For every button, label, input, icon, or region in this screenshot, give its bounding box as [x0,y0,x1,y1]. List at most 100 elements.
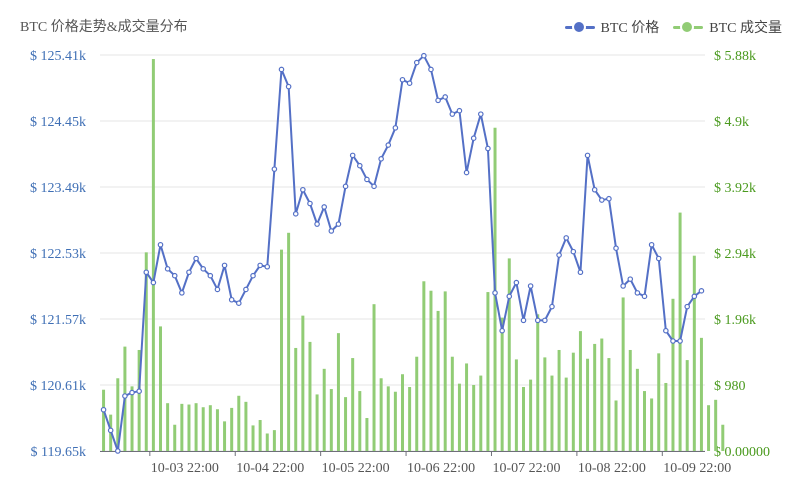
price-point [677,338,683,344]
volume-bar [472,385,476,451]
price-point [406,80,413,86]
price-point [107,427,114,434]
volume-bar [272,430,276,451]
volume-bar [635,368,639,451]
volume-bar [208,405,212,451]
price-point [364,176,370,183]
volume-bar [344,397,348,451]
volume-bar [721,424,725,451]
volume-bar [593,343,597,451]
volume-bar [159,326,162,451]
price-point [335,221,342,227]
price-point [114,448,121,454]
x-tick-label: 10-08 22:00 [578,461,646,476]
price-point [620,283,626,289]
volume-bar [557,349,561,451]
legend-item-volume[interactable]: BTC 成交量 [673,17,782,37]
price-point [627,276,634,282]
price-point [250,272,256,279]
price-point [243,286,249,293]
volume-bar [336,333,340,451]
price-point [228,296,235,303]
price-point [456,107,463,114]
price-point [349,152,356,159]
price-point [527,283,534,289]
volume-bar [372,304,376,451]
price-point [542,317,548,324]
volume-bar [685,360,689,451]
volume-bar [550,375,554,451]
chart-title: BTC 价格走势&成交量分布 [20,20,188,35]
volume-bar [137,349,141,451]
price-point [271,166,278,172]
volume-bar [657,353,661,451]
price-point [485,145,491,152]
price-point [385,142,392,148]
volume-bar [244,401,248,451]
volume-bar [678,212,682,451]
price-point [570,248,577,255]
volume-bar [194,403,198,451]
volume-bar [287,232,291,451]
volume-bar [415,356,419,451]
volume-bar [614,400,618,451]
legend-volume-marker [673,20,704,34]
price-point [655,255,662,262]
volume-bar [564,377,568,451]
price-point [300,186,306,193]
price-point [684,303,691,310]
price-point [285,83,292,90]
volume-bar [379,378,383,451]
price-point [613,245,619,251]
price-point [307,200,313,207]
volume-bar [223,421,227,451]
price-point [606,195,612,202]
y-left-tick-label: $ 121.57k [30,313,86,328]
price-point [193,255,199,262]
price-point [556,252,562,258]
legend-item-price[interactable]: BTC 价格 [564,17,659,37]
volume-bar [116,378,120,451]
volume-bar [664,382,668,451]
volume-bar [692,255,696,451]
volume-bar [258,420,262,451]
y-right-tick-label: $ 1.96k [714,313,756,328]
volume-bar [536,314,540,451]
price-point [413,59,420,66]
volume-bar [230,407,234,451]
price-point [577,269,584,276]
price-point [470,135,477,141]
volume-bar [322,368,326,451]
price-point [179,290,185,296]
price-point [549,303,555,310]
price-point [207,272,214,279]
y-left-tick-label: $ 119.65k [31,445,86,460]
volume-bar [215,409,219,451]
volume-bar [401,374,404,451]
y-left-tick-label: $ 122.53k [30,247,86,262]
price-point [186,269,192,276]
volume-bar [529,379,533,451]
price-point [171,272,178,279]
volume-bar [166,403,170,451]
volume-bar [699,337,703,451]
price-point [257,262,263,269]
volume-bar [586,358,590,451]
price-point [292,211,299,217]
volume-bar [422,281,426,451]
price-point [356,162,363,169]
volume-bar [265,433,269,451]
x-tick-label: 10-06 22:00 [407,461,475,476]
price-point [584,152,591,159]
volume-bar [486,292,490,451]
volume-bar [251,425,255,451]
volume-bar [180,403,184,451]
volume-bar [436,310,440,451]
volume-bar [301,315,305,451]
volume-bar [151,59,155,451]
volume-bar [173,424,177,451]
price-point [421,52,427,59]
price-point [278,66,285,73]
price-point [648,241,655,248]
price-point [534,317,541,324]
